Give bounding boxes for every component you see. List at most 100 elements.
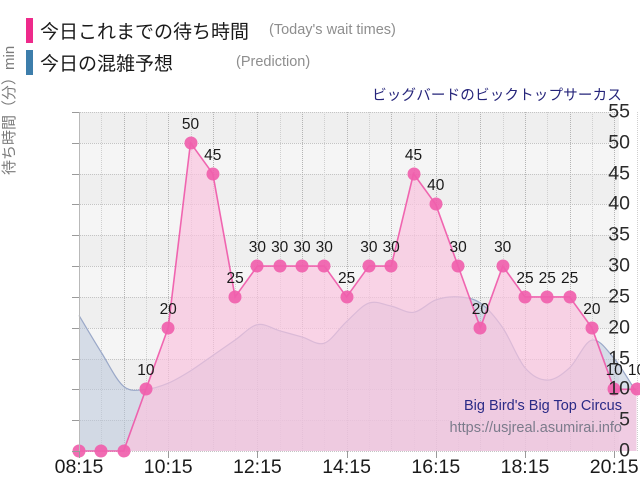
- x-tick-mark: [257, 451, 259, 458]
- data-point-label: 30: [248, 239, 267, 257]
- data-point-label: 30: [360, 239, 378, 257]
- legend-item-actual: 今日これまでの待ち時間 (Today's wait times): [26, 14, 396, 46]
- horizontal-gridline: [79, 266, 619, 268]
- data-point[interactable]: [317, 259, 331, 273]
- horizontal-gridline: [79, 142, 619, 144]
- data-point-label: 30: [382, 239, 400, 257]
- data-point-label: 45: [204, 146, 222, 164]
- data-point-label: 30: [449, 239, 467, 257]
- x-tick-mark: [346, 451, 348, 458]
- horizontal-gridline: [79, 204, 619, 206]
- data-point[interactable]: [340, 290, 354, 304]
- data-point[interactable]: [407, 167, 420, 181]
- data-point-label: 20: [583, 300, 601, 318]
- x-tick-label: 18:15: [500, 456, 550, 478]
- y-tick-label: 15: [608, 347, 630, 370]
- legend-swatch-prediction: [26, 49, 33, 75]
- y-tick-label: 30: [608, 254, 630, 277]
- y-tick-mark: [72, 142, 79, 144]
- vertical-gridline: [123, 112, 125, 451]
- horizontal-gridline: [79, 451, 619, 452]
- data-point[interactable]: [473, 321, 487, 335]
- data-point[interactable]: [117, 444, 131, 458]
- data-point-label: 40: [427, 177, 445, 195]
- y-tick-label: 55: [608, 100, 630, 123]
- x-tick-mark: [614, 451, 616, 458]
- data-point-label: 30: [271, 239, 289, 257]
- legend-item-prediction: 今日の混雑予想 (Prediction): [26, 46, 396, 78]
- y-tick-label: 45: [608, 162, 630, 185]
- x-tick-label: 10:15: [143, 456, 193, 478]
- horizontal-gridline: [79, 173, 619, 175]
- y-tick-label: 20: [608, 316, 630, 339]
- data-point[interactable]: [94, 444, 108, 458]
- legend-swatch-actual: [26, 17, 33, 43]
- data-point[interactable]: [273, 259, 287, 273]
- data-point-label: 25: [560, 269, 579, 287]
- vertical-gridline: [547, 112, 549, 451]
- data-point[interactable]: [250, 259, 264, 273]
- y-axis-line: [79, 112, 80, 451]
- data-point-label: 20: [471, 300, 490, 318]
- y-tick-mark: [72, 235, 79, 237]
- y-tick-mark: [72, 389, 79, 391]
- x-tick-label: 12:15: [232, 456, 282, 478]
- watermark-url: https://usjreal.asumirai.info: [449, 420, 622, 436]
- data-point-label: 20: [159, 300, 177, 318]
- legend-label-actual-jp: 今日これまでの待ち時間: [40, 21, 250, 43]
- y-tick-mark: [72, 266, 79, 268]
- x-tick-label: 20:15: [589, 456, 639, 478]
- data-point[interactable]: [518, 290, 532, 304]
- y-tick-label: 40: [608, 192, 630, 215]
- vertical-gridline: [591, 112, 593, 451]
- chart-title: ビッグバードのビックトップサーカス: [372, 88, 622, 104]
- data-point-label: 10: [137, 362, 155, 380]
- data-point[interactable]: [451, 259, 465, 273]
- y-tick-label: 35: [608, 223, 630, 246]
- data-point[interactable]: [496, 259, 510, 273]
- x-tick-mark: [168, 451, 170, 458]
- y-tick-mark: [72, 358, 79, 360]
- data-point[interactable]: [161, 321, 175, 335]
- y-tick-label: 0: [619, 439, 630, 462]
- data-point-label: 30: [293, 239, 311, 257]
- x-tick-label: 16:15: [411, 456, 461, 478]
- data-point-label: 10: [627, 362, 640, 380]
- data-point[interactable]: [295, 259, 309, 273]
- data-point-label: 25: [516, 269, 534, 287]
- data-point[interactable]: [429, 197, 443, 211]
- legend-label-prediction-en: (Prediction): [236, 54, 311, 70]
- data-point[interactable]: [585, 321, 599, 335]
- data-point[interactable]: [362, 259, 376, 273]
- plot-area: 10 20 50 45 25 30 30 30 30 25 30 30 45 40 30 20 30 25 25 25…: [72, 112, 640, 458]
- y-tick-mark: [72, 296, 79, 298]
- series-paths: [78, 140, 638, 452]
- y-axis-title: 待ち時間（分）min: [1, 45, 18, 175]
- data-point[interactable]: [228, 290, 242, 304]
- data-point[interactable]: [206, 167, 220, 181]
- data-point[interactable]: [384, 259, 398, 273]
- data-point-label: 25: [226, 269, 244, 287]
- y-tick-mark: [72, 112, 79, 113]
- data-point[interactable]: [630, 382, 640, 396]
- y-tick-mark: [72, 173, 79, 175]
- data-point[interactable]: [184, 136, 197, 150]
- vertical-gridline: [569, 112, 571, 451]
- x-tick-mark: [79, 451, 80, 458]
- y-tick-label: 50: [608, 131, 630, 154]
- y-tick-mark: [72, 420, 79, 422]
- data-point[interactable]: [607, 382, 621, 396]
- x-tick-mark: [525, 451, 526, 458]
- legend-label-actual-en: (Today's wait times): [269, 22, 396, 38]
- data-point-label: 50: [181, 115, 200, 133]
- data-point-label: 30: [315, 239, 333, 257]
- data-point[interactable]: [563, 290, 577, 304]
- vertical-gridline: [235, 112, 237, 451]
- data-point[interactable]: [540, 290, 554, 304]
- data-point[interactable]: [139, 382, 153, 396]
- legend: 今日これまでの待ち時間 (Today's wait times) 今日の混雑予想…: [26, 14, 396, 78]
- x-tick-label: 08:15: [54, 456, 104, 478]
- data-point-label: 45: [404, 146, 423, 164]
- horizontal-gridline: [79, 112, 619, 113]
